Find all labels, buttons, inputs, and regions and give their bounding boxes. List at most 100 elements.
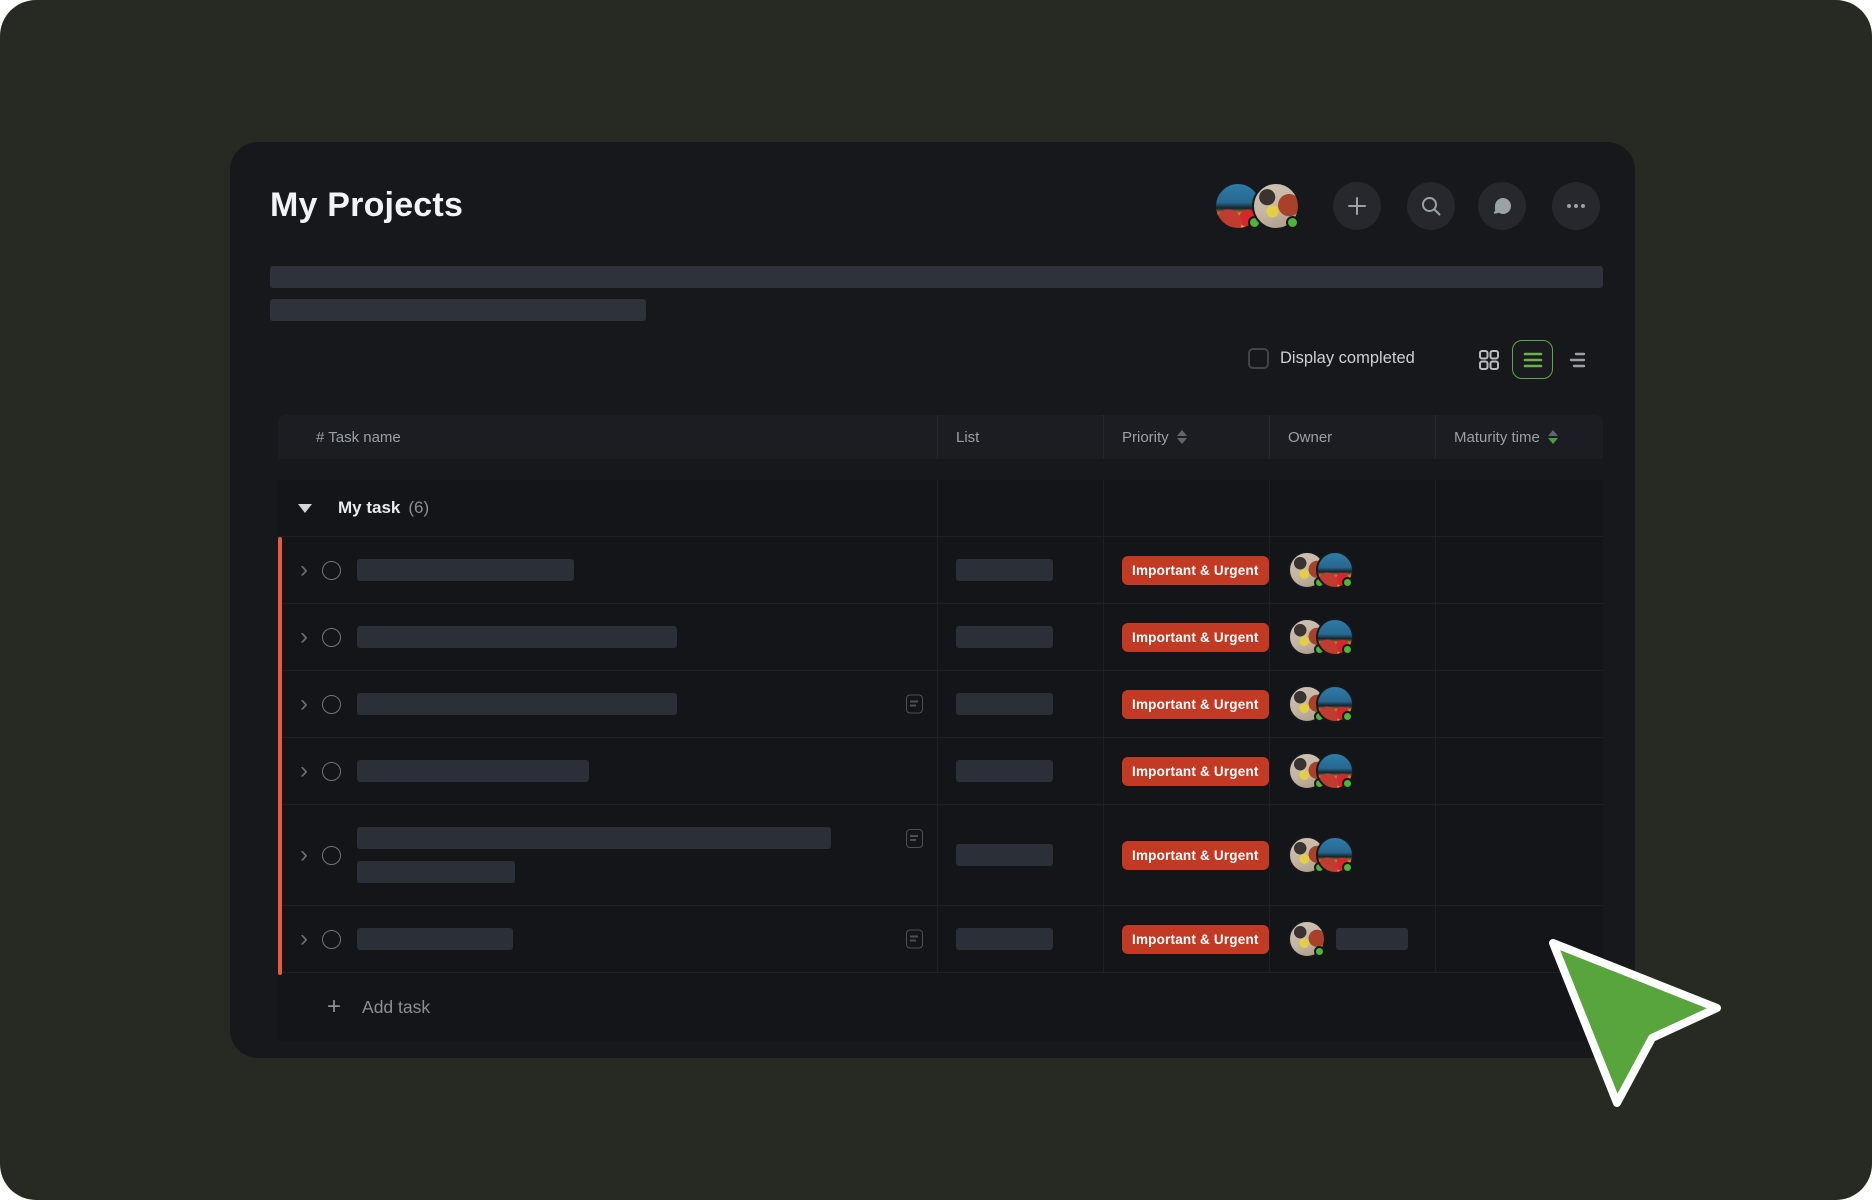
note-icon — [906, 694, 923, 714]
description-skeleton-line-1 — [270, 266, 1603, 288]
task-name-skeleton — [357, 559, 574, 581]
column-header-task-name[interactable]: # Task name — [316, 428, 401, 446]
online-status-dot — [1342, 778, 1353, 789]
plus-icon: + — [327, 993, 342, 1020]
grid-view-icon — [1478, 349, 1499, 370]
view-timeline-button[interactable] — [1558, 340, 1599, 379]
online-status-dot — [1342, 711, 1353, 722]
online-status-dot — [1342, 862, 1353, 873]
priority-badge[interactable]: Important & Urgent — [1122, 622, 1269, 652]
display-completed-checkbox[interactable] — [1248, 348, 1269, 369]
priority-badge[interactable]: Important & Urgent — [1122, 689, 1269, 719]
column-header-owner[interactable]: Owner — [1269, 415, 1435, 459]
display-completed-label[interactable]: Display completed — [1280, 349, 1415, 367]
timeline-view-icon — [1569, 352, 1585, 367]
owner-avatars[interactable] — [1288, 836, 1354, 874]
avatar-cartoon[interactable] — [1316, 618, 1354, 656]
table-row[interactable]: › Important & Urgent — [278, 537, 1603, 604]
plus-icon — [1348, 197, 1366, 215]
task-name-skeleton — [357, 760, 589, 782]
header-avatar-group[interactable] — [1214, 182, 1300, 230]
view-list-button[interactable] — [1512, 340, 1553, 379]
table-body: My task (6) › Important — [278, 480, 1603, 1041]
column-header-priority[interactable]: Priority — [1103, 415, 1269, 459]
add-task-button[interactable]: + Add task — [327, 993, 431, 1020]
note-icon — [906, 829, 923, 848]
task-name-skeleton — [357, 693, 677, 715]
list-skeleton — [956, 928, 1053, 950]
owner-name-skeleton — [1336, 928, 1408, 950]
collapse-triangle-icon[interactable] — [298, 503, 312, 513]
task-name-skeleton — [357, 827, 831, 849]
task-name-skeleton — [357, 626, 677, 648]
group-count: (6) — [408, 498, 430, 517]
column-header-maturity-time[interactable]: Maturity time — [1435, 415, 1603, 459]
avatar-cartoon[interactable] — [1316, 685, 1354, 723]
task-name-skeleton — [357, 928, 513, 950]
task-complete-circle[interactable] — [322, 627, 341, 647]
task-complete-circle[interactable] — [322, 560, 341, 580]
tasks-table: # Task name List Priority Owner Maturity… — [278, 415, 1603, 1041]
owner-avatars[interactable] — [1288, 685, 1354, 723]
page-title: My Projects — [270, 186, 464, 224]
chevron-right-icon[interactable]: › — [300, 690, 308, 717]
online-status-dot — [1342, 577, 1353, 588]
view-grid-button[interactable] — [1468, 340, 1509, 379]
avatar-cartoon[interactable] — [1316, 836, 1354, 874]
owner-avatars[interactable] — [1288, 752, 1354, 790]
chat-button[interactable] — [1478, 182, 1526, 230]
chevron-right-icon[interactable]: › — [300, 556, 308, 583]
owner-avatars[interactable] — [1288, 618, 1354, 656]
ellipsis-icon — [1567, 204, 1585, 208]
list-skeleton — [956, 559, 1053, 581]
list-view-icon — [1523, 352, 1542, 367]
task-group-row[interactable]: My task (6) — [278, 480, 1603, 537]
column-header-list[interactable]: List — [937, 415, 1103, 459]
online-status-dot — [1342, 644, 1353, 655]
search-button[interactable] — [1407, 182, 1455, 230]
chevron-right-icon[interactable]: › — [300, 623, 308, 650]
owner-avatars[interactable] — [1288, 920, 1408, 958]
description-skeleton-line-2 — [270, 299, 646, 321]
online-status-dot — [1286, 216, 1299, 229]
list-skeleton — [956, 760, 1053, 782]
more-button[interactable] — [1552, 182, 1600, 230]
task-complete-circle[interactable] — [322, 694, 341, 714]
mouse-cursor-icon — [1549, 939, 1721, 1107]
group-name: My task — [338, 498, 401, 517]
priority-badge[interactable]: Important & Urgent — [1122, 756, 1269, 786]
sort-icon[interactable] — [1176, 429, 1187, 445]
task-complete-circle[interactable] — [322, 845, 341, 865]
table-header-row: # Task name List Priority Owner Maturity… — [278, 415, 1603, 459]
search-icon — [1422, 197, 1441, 216]
table-row[interactable]: › Important & Urgent — [278, 738, 1603, 805]
table-row[interactable]: › Important & Urgent — [278, 906, 1603, 973]
list-skeleton — [956, 844, 1053, 866]
table-row[interactable]: › Important & Urgent — [278, 805, 1603, 906]
list-skeleton — [956, 693, 1053, 715]
owner-avatars[interactable] — [1288, 551, 1354, 589]
projects-panel: My Projects Display completed — [230, 142, 1635, 1058]
sort-icon-active-desc[interactable] — [1547, 429, 1558, 445]
chevron-right-icon[interactable]: › — [300, 925, 308, 952]
task-complete-circle[interactable] — [322, 761, 341, 781]
avatar-cartoon[interactable] — [1316, 551, 1354, 589]
table-row[interactable]: › Important & Urgent — [278, 604, 1603, 671]
table-row[interactable]: › Important & Urgent — [278, 671, 1603, 738]
priority-badge[interactable]: Important & Urgent — [1122, 924, 1269, 954]
group-accent-bar — [278, 537, 282, 975]
add-button[interactable] — [1333, 182, 1381, 230]
priority-badge[interactable]: Important & Urgent — [1122, 555, 1269, 585]
avatar-baby[interactable] — [1288, 920, 1326, 958]
list-skeleton — [956, 626, 1053, 648]
task-complete-circle[interactable] — [322, 929, 341, 949]
task-name-skeleton-line2 — [357, 861, 515, 883]
priority-badge[interactable]: Important & Urgent — [1122, 840, 1269, 870]
note-icon — [906, 929, 923, 949]
avatar-baby[interactable] — [1252, 182, 1300, 230]
avatar-cartoon[interactable] — [1316, 752, 1354, 790]
chevron-right-icon[interactable]: › — [300, 757, 308, 784]
chevron-right-icon[interactable]: › — [300, 841, 308, 868]
chat-icon — [1493, 198, 1511, 214]
